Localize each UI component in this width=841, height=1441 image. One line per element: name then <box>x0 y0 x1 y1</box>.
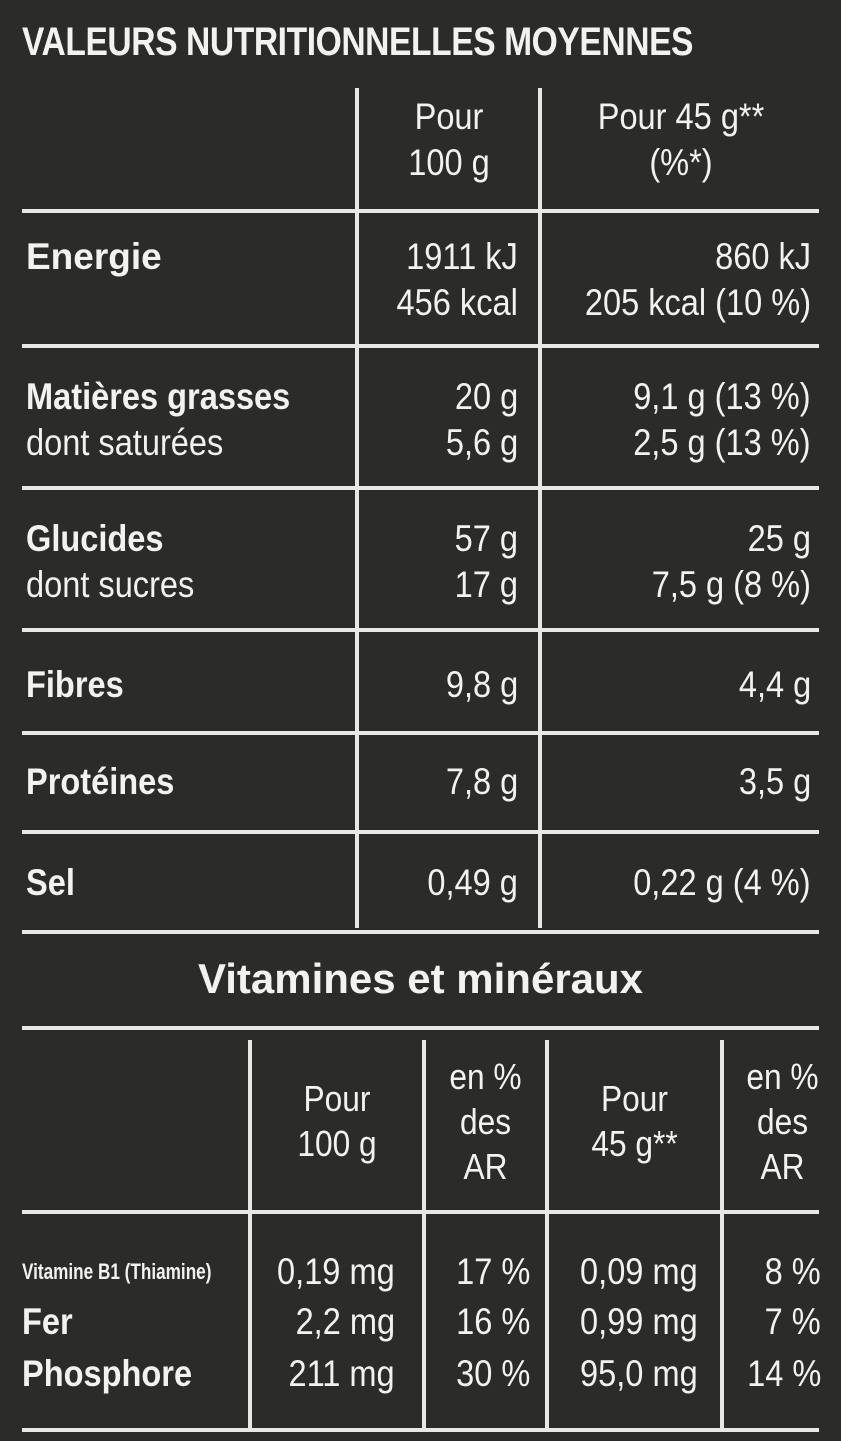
saturees-per45-value: 2,5 g (13 %) <box>633 422 811 463</box>
vitamins-header-divider <box>22 1210 819 1214</box>
vit-header-pct45-line2: des <box>756 1101 809 1142</box>
row-label-energie: Energie <box>26 236 162 277</box>
matieres-grasses-per100: 20 g 5,6 g <box>446 374 518 466</box>
table-title: VALEURS NUTRITIONNELLES MOYENNES <box>22 20 694 64</box>
vit-header-pct100-line3: AR <box>463 1146 508 1187</box>
header-per45-line2: (%*) <box>649 142 713 183</box>
vitamins-divider-4 <box>720 1040 724 1428</box>
vit-label-phosphore: Phosphore <box>22 1353 193 1394</box>
row-label-matieres-grasses: Matières grasses dont saturées <box>26 374 326 466</box>
vit-b1-pct45: 8 % <box>764 1251 821 1292</box>
energie-per45: 860 kJ 205 kcal (10 %) <box>585 234 811 326</box>
sucres-per100-value: 17 g <box>454 564 518 605</box>
glucides-label: Glucides <box>26 518 164 559</box>
row-divider <box>22 209 819 213</box>
row-divider <box>22 830 819 834</box>
matieres-grasses-label: Matières grasses <box>26 376 291 417</box>
vit-b1-per45: 0,09 mg <box>580 1251 698 1292</box>
matieres-grasses-per45-value: 9,1 g (13 %) <box>633 376 811 417</box>
vitamins-divider-3 <box>545 1040 549 1428</box>
fibres-per45: 4,4 g <box>738 664 811 705</box>
vit-label-fer: Fer <box>22 1301 73 1342</box>
header-per45-line1: Pour 45 g** <box>597 96 765 137</box>
vitamins-title: Vitamines et minéraux <box>197 955 644 1002</box>
vit-header-per100: Pour 100 g <box>262 1076 412 1166</box>
proteines-per100: 7,8 g <box>445 761 518 802</box>
vit-fer-pct45: 7 % <box>764 1301 821 1342</box>
vit-header-pct45-line3: AR <box>760 1146 805 1187</box>
row-divider <box>22 344 819 348</box>
vit-fer-pct100: 16 % <box>455 1301 530 1342</box>
vitamins-bottom-divider <box>22 1428 819 1432</box>
glucides-per100-value: 57 g <box>454 518 518 559</box>
sucres-per45-value: 7,5 g (8 %) <box>651 564 811 605</box>
row-label-proteines: Protéines <box>26 761 175 802</box>
row-divider <box>22 930 819 934</box>
column-divider-2 <box>538 88 542 928</box>
row-label-sel: Sel <box>26 862 75 903</box>
vit-b1-pct100: 17 % <box>455 1251 530 1292</box>
saturees-per100-value: 5,6 g <box>445 422 518 463</box>
vit-phosphore-per45: 95,0 mg <box>580 1353 698 1394</box>
row-divider <box>22 731 819 735</box>
energie-per45-kj: 860 kJ <box>715 236 811 277</box>
glucides-per100: 57 g 17 g <box>455 516 518 608</box>
energie-per45-kcal: 205 kcal (10 %) <box>584 282 811 323</box>
matieres-grasses-per100-value: 20 g <box>454 376 518 417</box>
sel-per100: 0,49 g <box>427 862 518 903</box>
vit-header-pct100: en % des AR <box>433 1054 538 1189</box>
header-per100: Pour 100 g <box>360 94 538 186</box>
vit-fer-per45: 0,99 mg <box>580 1301 698 1342</box>
glucides-per45: 25 g 7,5 g (8 %) <box>652 516 811 608</box>
row-label-glucides: Glucides dont sucres <box>26 516 217 608</box>
energie-per100-kcal: 456 kcal <box>396 282 518 323</box>
glucides-per45-value: 25 g <box>747 518 811 559</box>
vitamins-divider-1 <box>248 1040 252 1428</box>
matieres-grasses-per45: 9,1 g (13 %) 2,5 g (13 %) <box>634 374 811 466</box>
vit-header-per45-line1: Pour <box>601 1078 668 1119</box>
vit-header-per100-line2: 100 g <box>297 1123 377 1164</box>
header-per100-line2: 100 g <box>408 142 490 183</box>
vit-fer-per100: 2,2 mg <box>295 1301 395 1342</box>
vit-header-pct45: en % des AR <box>731 1054 834 1189</box>
vit-header-per45-line2: 45 g** <box>591 1123 678 1164</box>
fibres-per100: 9,8 g <box>445 664 518 705</box>
header-per45: Pour 45 g** (%*) <box>543 94 819 186</box>
vit-header-pct45-line1: en % <box>746 1056 819 1097</box>
vit-label-b1: Vitamine B1 (Thiamine) <box>22 1259 212 1284</box>
vit-header-pct100-line2: des <box>459 1101 512 1142</box>
energie-per100: 1911 kJ 456 kcal <box>397 234 518 326</box>
vit-phosphore-pct100: 30 % <box>455 1353 530 1394</box>
row-label-fibres: Fibres <box>26 664 124 705</box>
vit-header-per45: Pour 45 g** <box>559 1076 709 1166</box>
dont-sucres-label: dont sucres <box>26 564 195 605</box>
column-divider-1 <box>355 88 359 928</box>
vitamins-divider-2 <box>422 1040 426 1428</box>
vit-phosphore-per100: 211 mg <box>288 1353 395 1394</box>
vit-header-pct100-line1: en % <box>449 1056 522 1097</box>
vitamins-top-divider <box>22 1026 819 1030</box>
vit-header-per100-line1: Pour <box>303 1078 371 1119</box>
vit-b1-per100: 0,19 mg <box>277 1251 395 1292</box>
row-divider <box>22 486 819 490</box>
dont-saturees-label: dont saturées <box>26 422 224 463</box>
sel-per45: 0,22 g (4 %) <box>633 862 811 903</box>
energie-per100-kj: 1911 kJ <box>406 236 518 277</box>
vit-phosphore-pct45: 14 % <box>746 1353 821 1394</box>
row-divider <box>22 628 819 632</box>
header-per100-line1: Pour <box>414 96 484 137</box>
proteines-per45: 3,5 g <box>738 761 811 802</box>
